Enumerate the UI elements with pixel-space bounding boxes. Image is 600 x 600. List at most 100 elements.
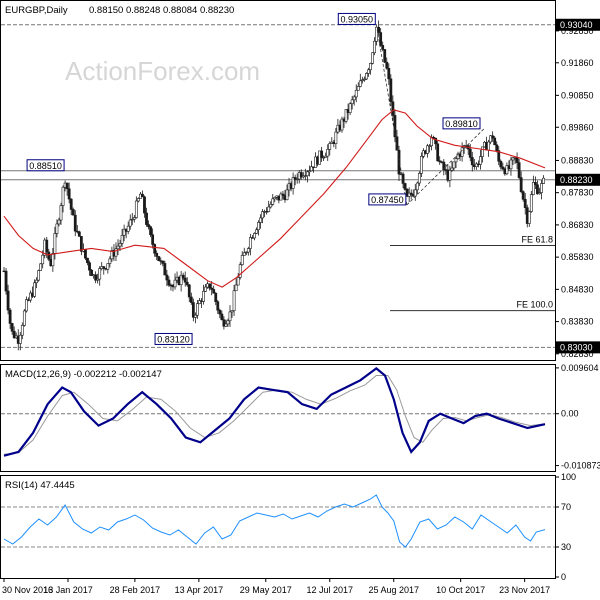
x-axis-tick-label: 29 May 2017	[240, 585, 292, 595]
candle-body	[246, 248, 250, 253]
candle-body	[53, 233, 57, 254]
symbol-header: EURGBP,Daily	[5, 5, 68, 16]
candle-body	[481, 146, 484, 157]
candle-body	[310, 166, 313, 172]
price-axis-highlight-label: 0.83030	[560, 342, 593, 352]
candle-body	[531, 182, 535, 195]
candle-body	[517, 162, 521, 178]
watermark: ActionForex.com	[65, 56, 260, 86]
projection-line	[406, 128, 485, 206]
candle-body	[122, 228, 126, 236]
rsi-panel-frame	[0, 475, 556, 579]
candle-body	[220, 313, 224, 321]
candle-body	[114, 248, 118, 257]
candle-body	[145, 212, 148, 225]
candle-body	[90, 269, 93, 277]
candle-body	[57, 219, 61, 225]
candle-body	[434, 137, 438, 145]
candle-body	[210, 287, 214, 290]
candle-body	[61, 186, 65, 206]
candle-body	[65, 182, 69, 190]
price-axis-tick-label: 0.84830	[561, 284, 594, 294]
candle-body	[232, 290, 236, 311]
candle-body	[354, 89, 358, 98]
candle-body	[189, 296, 193, 303]
candle-body	[470, 157, 474, 166]
pivot-label: 0.87450	[371, 195, 404, 205]
macd-title: MACD(12,26,9) -0.002212 -0.002147	[5, 369, 162, 380]
candle-body	[491, 135, 495, 139]
candle-body	[495, 144, 499, 151]
candle-body	[497, 150, 501, 162]
candle-body	[523, 199, 527, 208]
candle-body	[167, 279, 171, 286]
candle-body	[521, 191, 525, 200]
candle-body	[41, 254, 45, 265]
candle-body	[240, 255, 244, 265]
candle-body	[55, 223, 59, 234]
candle-body	[8, 309, 12, 324]
candle-body	[391, 101, 395, 116]
candle-body	[344, 109, 348, 122]
candle-body	[373, 40, 376, 54]
candle-body	[236, 277, 240, 286]
candle-body	[134, 200, 138, 218]
candle-body	[238, 264, 242, 278]
candle-body	[204, 286, 207, 292]
price-axis-tick-label: 0.88830	[561, 155, 594, 165]
candle-body	[405, 188, 409, 197]
candle-body	[226, 320, 230, 325]
candle-body	[33, 282, 36, 297]
macd-panel-frame	[0, 364, 556, 472]
price-axis-highlight-label: 0.88230	[560, 175, 593, 185]
candle-body	[356, 86, 360, 91]
candle-body	[442, 161, 446, 170]
candle-body	[519, 177, 523, 192]
candle-body	[132, 217, 136, 220]
candle-body	[116, 245, 120, 250]
candle-body	[489, 135, 493, 143]
candle-body	[18, 334, 22, 344]
candle-body	[73, 214, 77, 232]
candle-body	[505, 165, 509, 175]
candle-body	[367, 69, 370, 74]
candle-body	[22, 310, 26, 326]
candle-body	[20, 325, 24, 336]
candle-body	[255, 229, 258, 234]
candle-body	[141, 193, 144, 198]
candle-body	[12, 330, 16, 339]
candle-body	[536, 184, 539, 195]
candle-body	[183, 277, 187, 283]
candle-body	[191, 302, 195, 318]
candle-body	[128, 219, 132, 227]
projection-line	[375, 24, 408, 205]
candle-body	[381, 45, 385, 50]
x-axis-tick-label: 10 Oct 2017	[436, 585, 485, 595]
price-axis-tick-label: 0.87830	[561, 188, 594, 198]
candle-body	[383, 49, 387, 63]
candle-body	[86, 257, 89, 264]
candle-body	[385, 61, 389, 69]
price-axis-tick-label: 0.91860	[561, 58, 594, 68]
x-axis-tick-label: 13 Apr 2017	[175, 585, 224, 595]
candle-body	[24, 299, 28, 312]
price-axis-highlight-box	[556, 341, 600, 354]
candle-body	[143, 196, 146, 214]
price-axis-tick-label: 0.89860	[561, 122, 594, 132]
candle-body	[47, 251, 51, 260]
x-axis-tick-label: 23 Nov 2017	[499, 585, 550, 595]
price-axis-tick-label: 0.92850	[561, 26, 594, 36]
candle-body	[157, 256, 161, 261]
candle-body	[334, 131, 338, 144]
pivot-label-box	[337, 12, 376, 25]
candle-body	[212, 289, 216, 294]
candle-body	[413, 189, 417, 197]
candle-body	[389, 78, 393, 103]
candle-body	[397, 149, 401, 175]
fe-level-label: FE 61.8	[521, 235, 553, 245]
candle-body	[185, 281, 189, 286]
candle-body	[230, 310, 234, 313]
candle-body	[291, 177, 295, 189]
candle-body	[179, 274, 183, 285]
candle-body	[79, 236, 83, 252]
